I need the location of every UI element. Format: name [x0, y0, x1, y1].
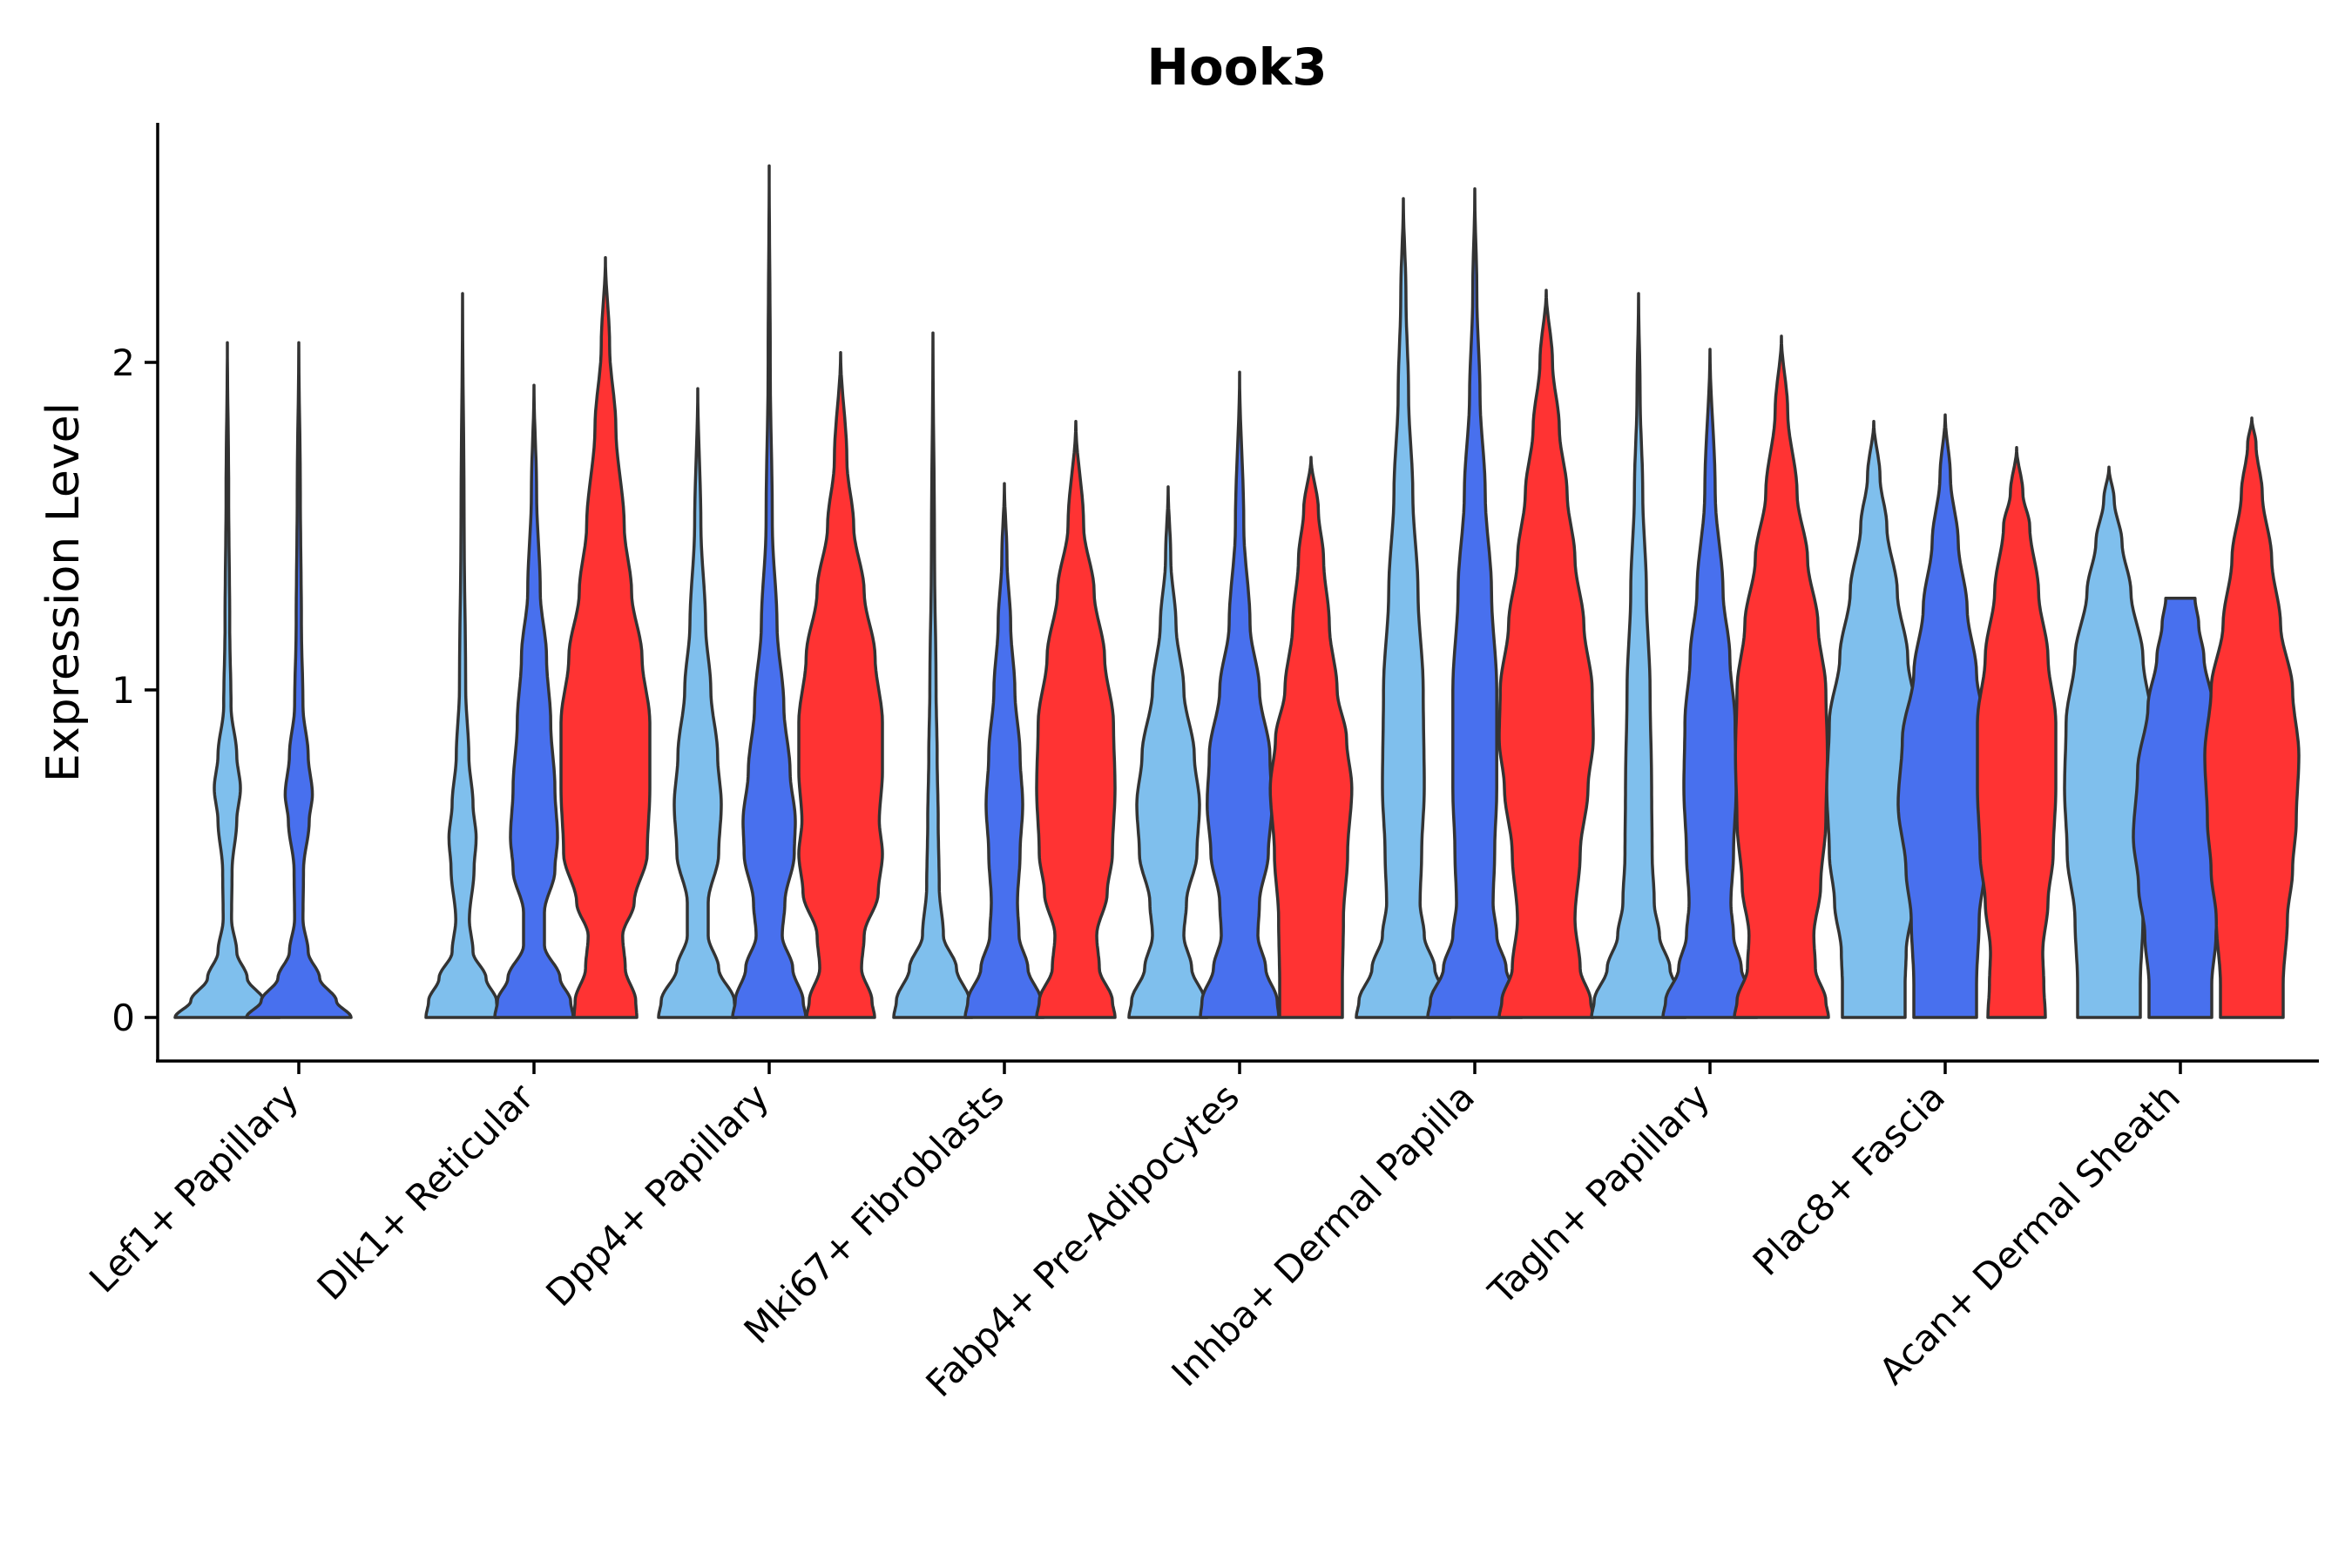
x-tick-label: Lef1+ Papillary: [81, 1075, 307, 1301]
violin-7-2: [1661, 348, 1759, 1019]
violin-3-3: [797, 350, 884, 1019]
violin-2-3: [559, 255, 652, 1019]
violin-4-2: [963, 482, 1045, 1019]
violin-2-2: [493, 383, 575, 1019]
violin-1-1: [173, 341, 281, 1019]
violin-layer: [173, 164, 2301, 1019]
chart-title: Hook3: [1146, 37, 1327, 97]
y-axis-label: Expression Level: [37, 402, 90, 782]
x-tick-label: Tagln+ Papillary: [1480, 1075, 1718, 1313]
violin-4-1: [892, 331, 974, 1019]
violin-6-3: [1497, 288, 1595, 1019]
violin-6-2: [1426, 186, 1524, 1019]
y-tick-label: 1: [112, 669, 135, 712]
violin-9-3: [2203, 416, 2301, 1019]
violin-9-1: [2063, 465, 2155, 1019]
violin-8-3: [1976, 446, 2058, 1019]
violin-3-2: [731, 164, 808, 1019]
y-tick-label: 0: [112, 997, 135, 1039]
violin-5-2: [1199, 370, 1281, 1019]
violin-7-1: [1590, 292, 1687, 1019]
x-tick-label: Dpp4+ Papillary: [537, 1075, 777, 1315]
violin-5-1: [1127, 485, 1209, 1019]
x-tick-label: Plac8+ Fascia: [1745, 1075, 1953, 1283]
x-tick-label: Mki67+ Fibroblasts: [736, 1075, 1012, 1351]
violin-4-3: [1035, 419, 1117, 1019]
violin-6-1: [1355, 197, 1452, 1019]
x-tick-label: Dlk1+ Reticular: [309, 1075, 543, 1308]
violin-5-3: [1268, 456, 1354, 1019]
violin-3-1: [657, 387, 739, 1019]
axes: [156, 123, 2319, 1063]
y-tick-label: 2: [112, 341, 135, 384]
violin-7-3: [1733, 335, 1830, 1019]
violin-1-2: [245, 341, 353, 1019]
violin-2-1: [424, 292, 501, 1019]
y-ticks: 0 1 2: [112, 341, 158, 1039]
